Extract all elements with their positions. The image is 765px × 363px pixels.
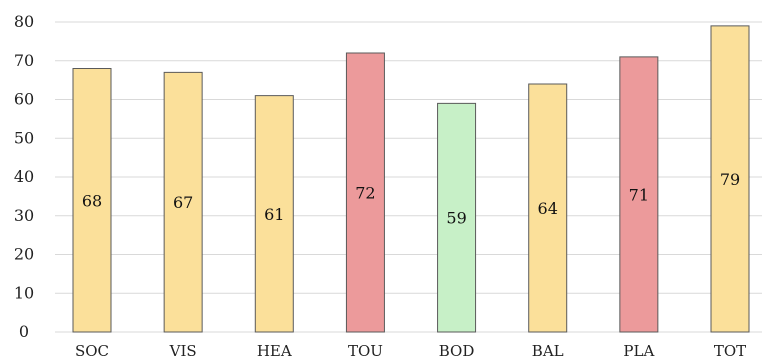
y-tick-label: 0: [19, 322, 29, 341]
x-tick-label-vis: VIS: [169, 342, 197, 360]
x-tick-label-bal: BAL: [532, 342, 564, 360]
bar-bal: [528, 83, 568, 333]
data-label-bod: 59: [446, 209, 466, 228]
data-label-tot: 79: [720, 170, 740, 189]
y-tick-label: 60: [14, 90, 34, 109]
bar-soc: [72, 68, 112, 333]
bar-vis: [163, 71, 203, 333]
data-label-pla: 71: [629, 185, 649, 204]
y-tick-label: 20: [14, 245, 34, 264]
bar-tot: [710, 25, 750, 333]
y-axis-ticks: 0 10 20 30 40 50 60 70 80: [14, 12, 34, 341]
y-tick-label: 70: [14, 51, 34, 70]
bar-hea: [254, 95, 294, 333]
bar-bod: [437, 102, 477, 333]
y-tick-label: 50: [14, 128, 34, 147]
data-labels: 68 67 61 72 59 64 71 79: [82, 170, 740, 228]
x-tick-label-hea: HEA: [257, 342, 292, 360]
x-tick-label-bod: BOD: [439, 342, 475, 360]
x-tick-label-pla: PLA: [623, 342, 654, 360]
data-label-hea: 61: [264, 205, 284, 224]
y-tick-label: 30: [14, 206, 34, 225]
x-tick-label-soc: SOC: [75, 342, 109, 360]
data-label-vis: 67: [173, 193, 193, 212]
x-tick-label-tot: TOT: [714, 342, 746, 360]
y-tick-label: 10: [14, 283, 34, 302]
data-label-bal: 64: [538, 199, 558, 218]
x-axis-ticks: SOC VIS HEA TOU BOD BAL PLA TOT: [75, 342, 746, 360]
bars: [72, 25, 750, 333]
data-label-soc: 68: [82, 191, 102, 210]
data-label-tou: 72: [355, 184, 375, 203]
y-tick-label: 40: [14, 167, 34, 186]
bar-tou: [345, 52, 385, 333]
bar-pla: [619, 56, 659, 333]
x-tick-label-tou: TOU: [348, 342, 383, 360]
y-tick-label: 80: [14, 12, 34, 31]
